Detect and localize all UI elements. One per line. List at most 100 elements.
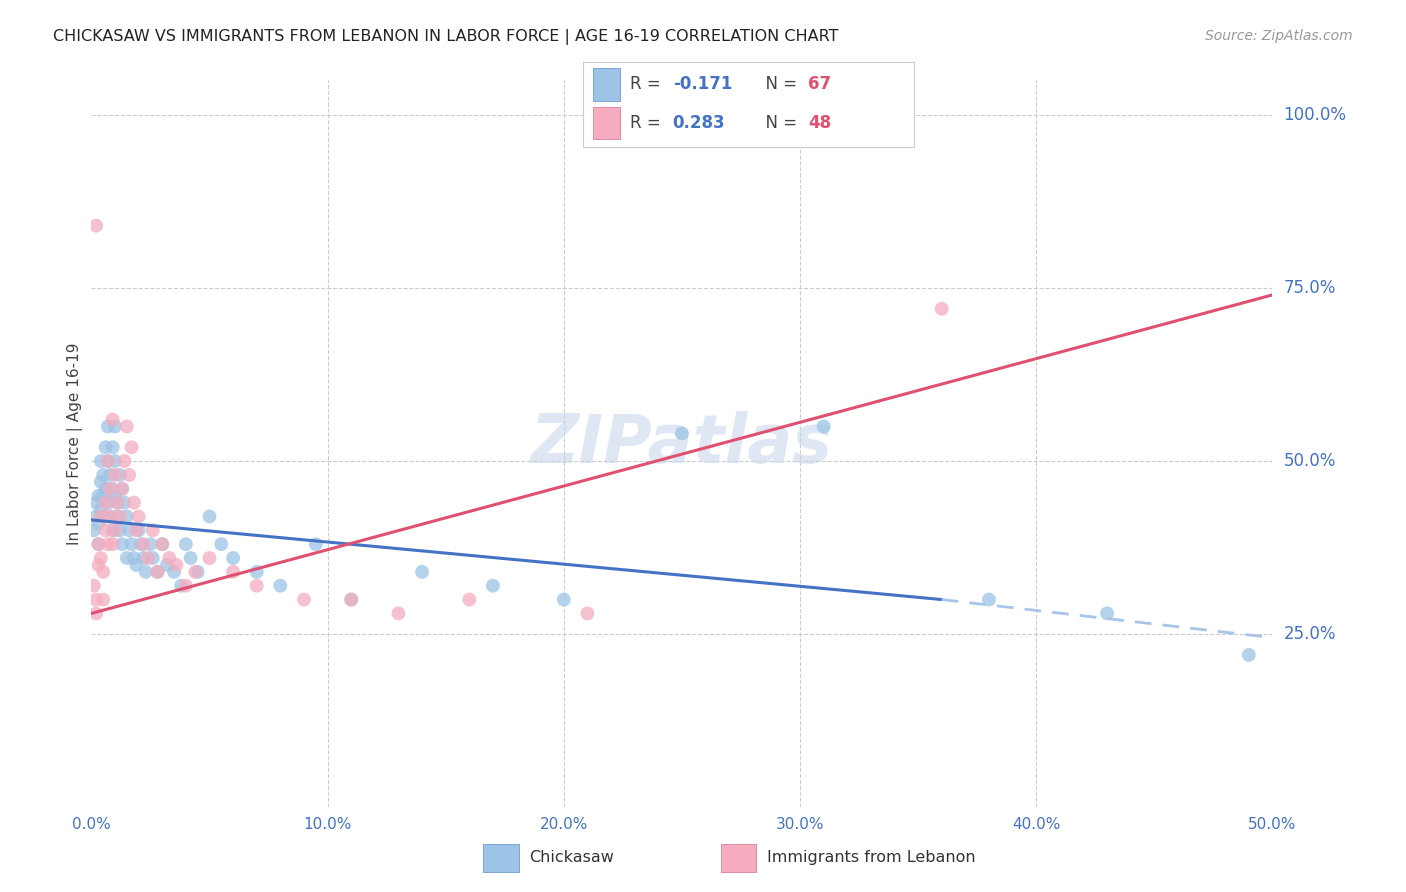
Point bbox=[1095, 607, 1118, 621]
Point bbox=[87, 516, 110, 531]
Text: Source: ZipAtlas.com: Source: ZipAtlas.com bbox=[1205, 29, 1353, 43]
Point bbox=[84, 509, 107, 524]
Point bbox=[139, 537, 162, 551]
Point bbox=[156, 558, 179, 572]
Point bbox=[90, 502, 112, 516]
Point bbox=[122, 551, 145, 566]
Point bbox=[146, 565, 169, 579]
Point bbox=[146, 565, 169, 579]
Bar bbox=[721, 845, 756, 872]
Point bbox=[90, 475, 112, 489]
Point bbox=[105, 495, 128, 509]
Text: N =: N = bbox=[755, 76, 803, 94]
Point bbox=[132, 551, 155, 566]
Point bbox=[84, 219, 107, 233]
Point bbox=[128, 524, 150, 538]
Point bbox=[111, 482, 134, 496]
Text: R =: R = bbox=[630, 76, 666, 94]
Bar bbox=[593, 106, 620, 139]
Point bbox=[104, 524, 127, 538]
Point bbox=[209, 537, 232, 551]
Point bbox=[101, 537, 124, 551]
Point bbox=[97, 537, 120, 551]
Point bbox=[94, 482, 117, 496]
Text: R =: R = bbox=[630, 114, 666, 132]
Point bbox=[94, 440, 117, 454]
Point bbox=[931, 301, 953, 316]
Point bbox=[1237, 648, 1260, 662]
Point bbox=[671, 426, 693, 441]
Bar bbox=[593, 69, 620, 101]
Point bbox=[142, 524, 165, 538]
Point bbox=[111, 482, 134, 496]
Point bbox=[91, 509, 114, 524]
Point bbox=[87, 558, 110, 572]
Point bbox=[87, 489, 110, 503]
Text: 100.0%: 100.0% bbox=[1284, 106, 1347, 124]
Text: Chickasaw: Chickasaw bbox=[529, 850, 613, 864]
Point bbox=[553, 592, 575, 607]
Point bbox=[292, 592, 315, 607]
Point bbox=[222, 551, 245, 566]
Point bbox=[87, 537, 110, 551]
Point bbox=[135, 565, 157, 579]
Point bbox=[482, 579, 505, 593]
Text: -0.171: -0.171 bbox=[672, 76, 733, 94]
Text: N =: N = bbox=[755, 114, 803, 132]
Point bbox=[98, 482, 121, 496]
Point bbox=[104, 467, 127, 482]
Text: 25.0%: 25.0% bbox=[1284, 625, 1336, 643]
Point bbox=[150, 537, 173, 551]
Point bbox=[387, 607, 409, 621]
Text: 75.0%: 75.0% bbox=[1284, 279, 1336, 297]
Point bbox=[104, 454, 127, 468]
Point bbox=[157, 551, 180, 566]
Point bbox=[97, 454, 120, 468]
Point bbox=[94, 495, 117, 509]
Point bbox=[118, 524, 141, 538]
Bar bbox=[484, 845, 519, 872]
Point bbox=[90, 509, 112, 524]
Point bbox=[97, 419, 120, 434]
Point bbox=[174, 537, 197, 551]
Point bbox=[174, 579, 197, 593]
Point bbox=[114, 454, 136, 468]
FancyBboxPatch shape bbox=[583, 62, 914, 147]
Point bbox=[340, 592, 363, 607]
Point bbox=[576, 607, 599, 621]
Point bbox=[142, 551, 165, 566]
Point bbox=[977, 592, 1000, 607]
Point bbox=[87, 537, 110, 551]
Point bbox=[91, 489, 114, 503]
Point bbox=[121, 440, 143, 454]
Point bbox=[125, 524, 148, 538]
Point bbox=[340, 592, 363, 607]
Point bbox=[115, 551, 138, 566]
Point bbox=[222, 565, 245, 579]
Point bbox=[115, 509, 138, 524]
Text: 0.283: 0.283 bbox=[672, 114, 725, 132]
Point bbox=[105, 495, 128, 509]
Point bbox=[98, 467, 121, 482]
Point bbox=[165, 558, 187, 572]
Point bbox=[198, 551, 221, 566]
Point bbox=[115, 419, 138, 434]
Point bbox=[91, 467, 114, 482]
Point bbox=[184, 565, 207, 579]
Point bbox=[305, 537, 328, 551]
Point bbox=[90, 454, 112, 468]
Point bbox=[114, 495, 136, 509]
Y-axis label: In Labor Force | Age 16-19: In Labor Force | Age 16-19 bbox=[67, 343, 83, 545]
Point bbox=[91, 565, 114, 579]
Point bbox=[97, 495, 120, 509]
Point bbox=[98, 509, 121, 524]
Point bbox=[83, 579, 105, 593]
Text: 67: 67 bbox=[808, 76, 831, 94]
Point bbox=[246, 579, 269, 593]
Text: CHICKASAW VS IMMIGRANTS FROM LEBANON IN LABOR FORCE | AGE 16-19 CORRELATION CHAR: CHICKASAW VS IMMIGRANTS FROM LEBANON IN … bbox=[53, 29, 839, 45]
Point bbox=[150, 537, 173, 551]
Point bbox=[108, 467, 131, 482]
Point bbox=[246, 565, 269, 579]
Point bbox=[170, 579, 193, 593]
Point bbox=[121, 537, 143, 551]
